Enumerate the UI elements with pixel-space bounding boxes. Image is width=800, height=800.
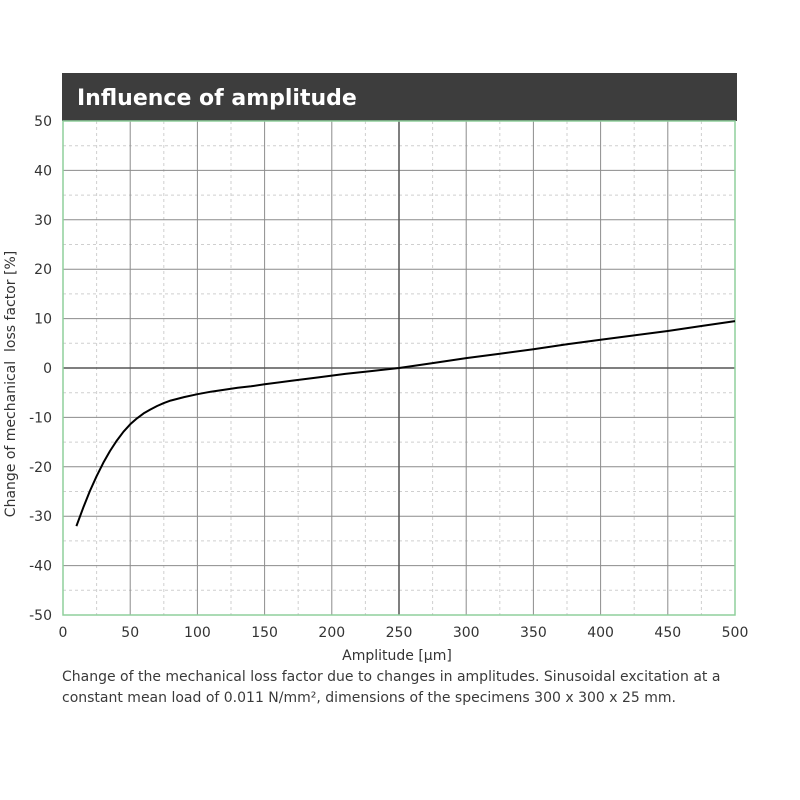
y-tick-label: 0 [43,361,52,377]
y-tick-label: -10 [29,410,52,426]
y-tick-label: 20 [34,262,52,278]
x-tick-label: 500 [722,625,749,641]
y-tick-label: 10 [34,312,52,328]
x-tick-label: 400 [587,625,614,641]
plot-area-border [62,120,736,616]
x-tick-label: 50 [121,625,139,641]
y-tick-label: -50 [29,608,52,624]
x-axis-label: Amplitude [µm] [342,648,452,664]
x-tick-label: 200 [318,625,345,641]
x-tick-label: 100 [184,625,211,641]
x-tick-label: 150 [251,625,278,641]
y-tick-label: -40 [29,559,52,575]
x-tick-label: 250 [386,625,413,641]
caption-line-2: constant mean load of 0.011 N/mm², dimen… [62,690,676,706]
y-tick-label: 50 [34,114,52,130]
caption-line-1: Change of the mechanical loss factor due… [62,669,721,685]
y-tick-label: 40 [34,163,52,179]
x-tick-label: 0 [59,625,68,641]
chart-title-bar [62,73,737,121]
chart-title: Influence of amplitude [77,86,357,111]
x-tick-label: 350 [520,625,547,641]
y-axis-label: Change of mechanical loss factor [%] [3,251,19,517]
chart-caption: Change of the mechanical loss factor due… [62,667,742,709]
y-tick-label: 30 [34,213,52,229]
y-tick-label: -20 [29,460,52,476]
data-series-line [75,320,736,527]
x-tick-label: 300 [453,625,480,641]
x-tick-label: 450 [654,625,681,641]
y-tick-label: -30 [29,509,52,525]
